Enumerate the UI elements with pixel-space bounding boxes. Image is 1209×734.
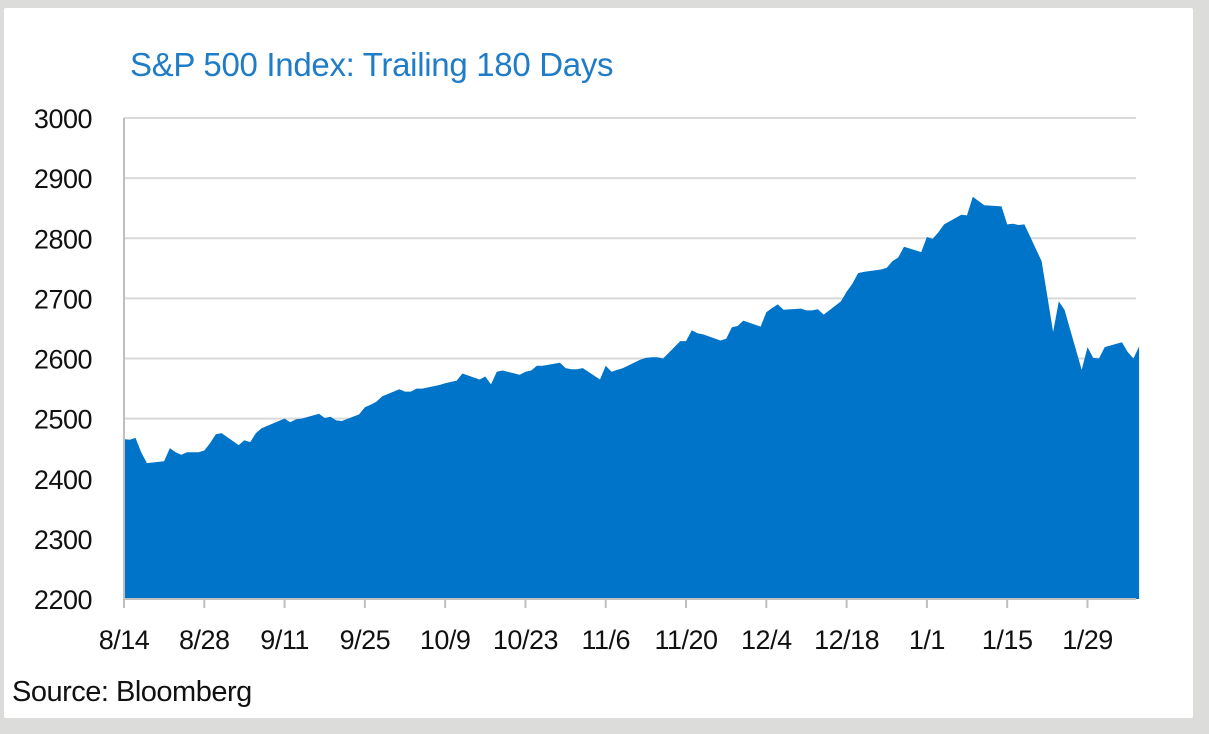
x-axis-ticks: 8/14 8/28 9/11 9/25 10/9 10/23 11/6 11/20 12/4 12…: [99, 599, 1113, 655]
y-tick-label: 2400: [34, 465, 92, 495]
chart-title: S&P 500 Index: Trailing 180 Days: [130, 46, 614, 83]
x-tick-label: 10/23: [493, 625, 558, 655]
x-tick-label: 12/4: [741, 625, 792, 655]
y-tick-label: 2500: [34, 405, 92, 435]
x-tick-label: 1/15: [982, 625, 1033, 655]
x-tick-label: 1/1: [909, 625, 945, 655]
x-tick-label: 8/14: [99, 625, 150, 655]
x-tick-label: 11/6: [581, 625, 630, 655]
y-tick-label: 2700: [34, 284, 92, 314]
y-tick-label: 2800: [34, 224, 92, 254]
y-tick-label: 2900: [34, 164, 92, 194]
y-tick-label: 2200: [34, 585, 92, 615]
y-tick-label: 2300: [34, 525, 92, 555]
source-note: Source: Bloomberg: [12, 676, 252, 708]
axes: [123, 118, 1136, 600]
x-tick-label: 9/25: [340, 625, 391, 655]
y-tick-label: 2600: [34, 345, 92, 375]
index-area: [124, 196, 1140, 600]
x-tick-label: 8/28: [179, 625, 230, 655]
x-tick-label: 9/11: [260, 625, 309, 655]
y-tick-label: 3000: [34, 104, 92, 134]
y-axis-ticks: 2200 2300 2400 2500 2600 2700 2800 2900 3000: [34, 104, 93, 615]
x-tick-label: 12/18: [814, 625, 879, 655]
x-tick-label: 1/29: [1062, 625, 1113, 655]
x-tick-label: 11/20: [654, 625, 717, 655]
x-tick-label: 10/9: [420, 625, 471, 655]
